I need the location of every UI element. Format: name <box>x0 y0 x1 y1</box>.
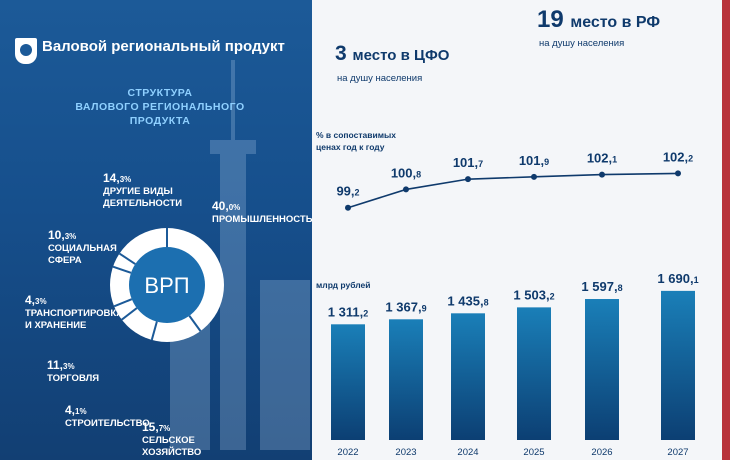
segment-label-transport: 4,3% ТРАНСПОРТИРОВКА И ХРАНЕНИЕ <box>25 293 124 331</box>
segment-label-agriculture: 15,7% СЕЛЬСКОЕ ХОЗЯЙСТВО <box>142 420 202 458</box>
bar-value-label: 1 690,1 <box>657 271 698 286</box>
ring-slice-divider <box>188 315 202 332</box>
bar <box>661 290 695 440</box>
ring-center-label: ВРП <box>144 273 189 298</box>
bar <box>585 299 619 440</box>
bar-year-label: 2024 <box>457 447 478 458</box>
ring-slice-divider <box>150 321 158 341</box>
ring-slice-divider <box>121 307 138 321</box>
bar-year-label: 2022 <box>337 447 358 458</box>
rank-rf-sub: на душу населения <box>539 38 625 49</box>
page-title: Валовой региональный продукт <box>42 38 285 55</box>
structure-heading: СТРУКТУРА ВАЛОВОГО РЕГИОНАЛЬНОГО ПРОДУКТ… <box>75 87 245 127</box>
ring-slice-divider <box>112 265 132 274</box>
index-value-label: 102,1 <box>587 151 617 166</box>
index-point <box>403 186 409 193</box>
ring-slice-divider <box>113 298 133 308</box>
bar-year-label: 2027 <box>667 447 688 458</box>
screen-edge <box>722 0 730 460</box>
segment-label-other: 14,3% ДРУГИЕ ВИДЫ ДЕЯТЕЛЬНОСТИ <box>103 171 183 209</box>
index-point <box>675 170 681 177</box>
bar-unit-label: млрд рублей <box>316 280 371 290</box>
bar-value-label: 1 503,2 <box>513 287 554 302</box>
segment-label-construction: 4,1% СТРОИТЕЛЬСТВО <box>65 403 150 429</box>
left-panel <box>0 0 312 460</box>
grp-charts: 99,2 100,8 101,7 101,9 102,1 102,2 1 311,2 2022… <box>328 149 699 458</box>
industrial-background <box>170 60 310 450</box>
bar <box>517 307 551 440</box>
coat-of-arms-icon <box>15 38 37 64</box>
index-value-label: 101,9 <box>519 153 549 168</box>
segment-label-trade: 11,3% ТОРГОВЛЯ <box>47 358 100 384</box>
rank-rf: 19 место в РФ <box>537 6 661 33</box>
ring-center <box>129 247 205 323</box>
ring-slice-divider <box>118 252 136 265</box>
index-point <box>345 204 351 211</box>
index-chart-label: % в сопоставимых ценах год к году <box>316 130 396 152</box>
grp-structure-ring: ВРП <box>110 228 224 342</box>
bar-year-label: 2025 <box>523 447 544 458</box>
bar <box>451 313 485 440</box>
bar <box>331 324 365 440</box>
index-value-label: 101,7 <box>453 155 483 170</box>
rank-cfo: 3 место в ЦФО <box>335 42 450 65</box>
bar-value-label: 1 311,2 <box>328 304 368 319</box>
index-point <box>599 171 605 178</box>
index-value-label: 99,2 <box>336 184 359 199</box>
bar-year-label: 2026 <box>591 447 612 458</box>
index-point <box>531 173 537 180</box>
bar-value-label: 1 435,8 <box>447 293 488 308</box>
index-value-label: 100,8 <box>391 165 421 180</box>
index-value-label: 102,2 <box>663 149 693 164</box>
segment-label-industry: 40,0% ПРОМЫШЛЕННОСТЬ <box>212 199 313 225</box>
segment-label-social: 10,3% СОЦИАЛЬНАЯ СФЕРА <box>48 228 117 266</box>
bar-value-label: 1 367,9 <box>385 299 426 314</box>
index-line <box>347 172 679 209</box>
bar-value-label: 1 597,8 <box>581 279 622 294</box>
rank-cfo-sub: на душу населения <box>337 73 423 84</box>
bar <box>389 319 423 440</box>
index-point <box>465 176 471 183</box>
bar-year-label: 2023 <box>395 447 416 458</box>
header: Валовой региональный продукт <box>0 0 312 64</box>
